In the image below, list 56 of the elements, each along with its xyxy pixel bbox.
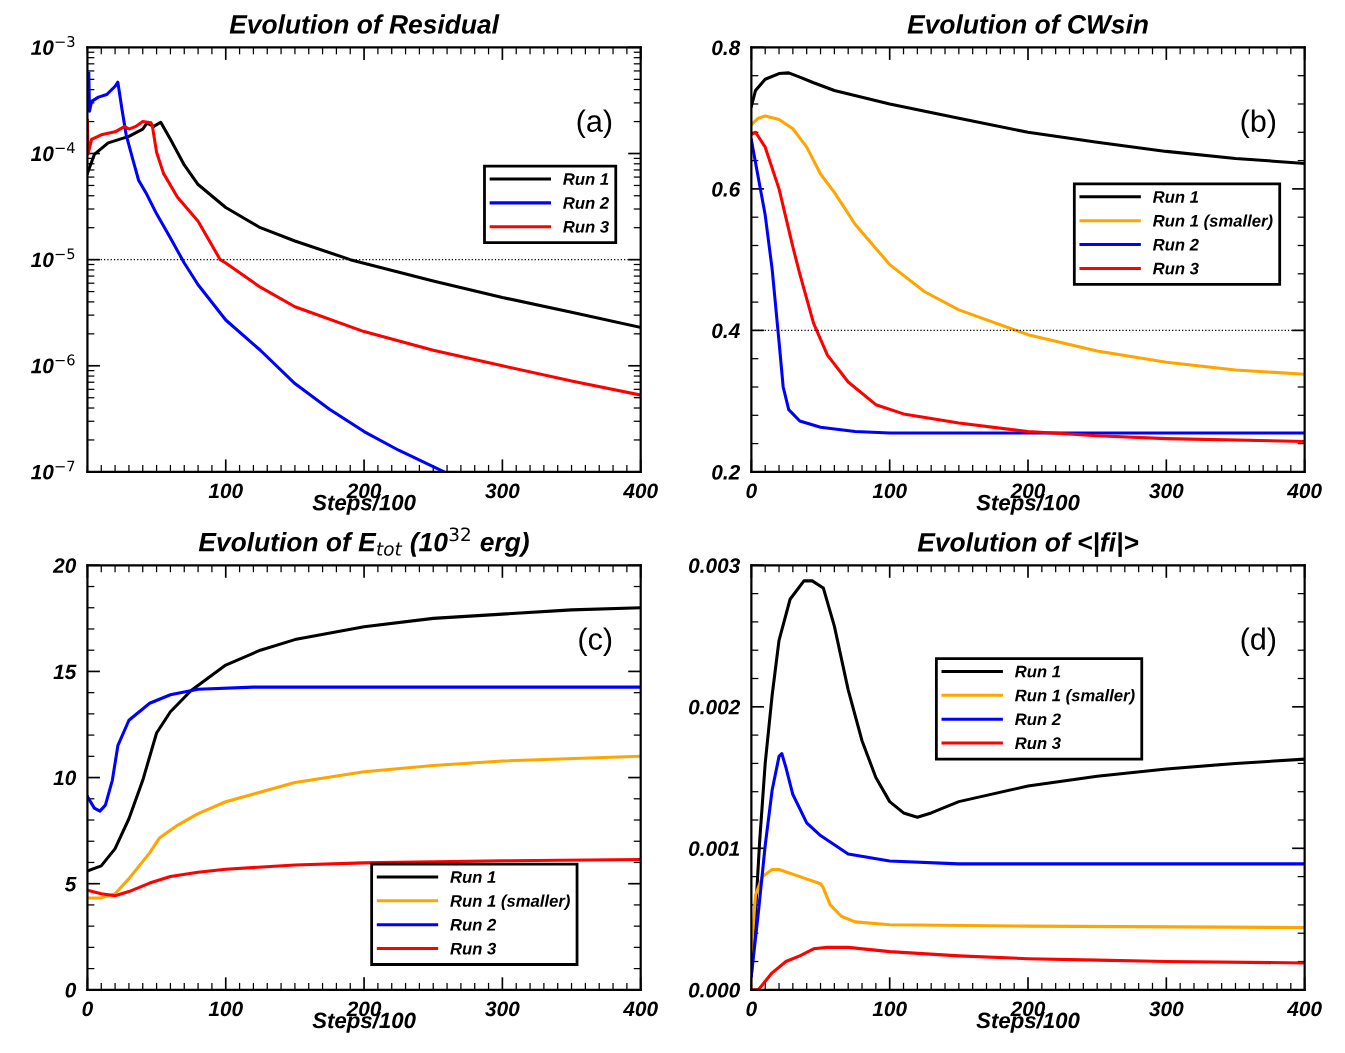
y-tick-label: 0.6	[712, 181, 741, 197]
y-tick-label: 0.2	[712, 464, 741, 480]
x-tick-label: 300	[485, 483, 520, 499]
legend-label: Run 1	[1152, 191, 1199, 203]
y-tick-label: 0.000	[688, 982, 741, 998]
legend-label: Run 1	[450, 871, 496, 883]
chart-title: Evolution of CWsin	[907, 14, 1148, 34]
legend-label: Run 2	[563, 197, 609, 209]
y-tick-label: 10$^{−5}$	[31, 248, 75, 268]
y-tick-label: 0.8	[712, 40, 741, 56]
legend-label: Run 1	[1015, 665, 1061, 678]
y-tick-label: 10$^{−3}$	[31, 35, 75, 55]
annotation: (b)	[1241, 109, 1276, 139]
x-tick-label: 0	[746, 483, 757, 499]
legend-label: Run 3	[1152, 262, 1199, 275]
annotation: (d)	[1241, 627, 1276, 656]
y-tick-label: 0.002	[688, 699, 741, 715]
x-tick-label: 0	[82, 1001, 94, 1017]
annotation: (c)	[579, 627, 612, 656]
x-tick-label: 400	[1286, 1001, 1322, 1017]
legend-label: Run 2	[450, 918, 497, 931]
x-tick-label: 300	[1149, 483, 1184, 499]
y-tick-label: 10$^{−4}$	[31, 142, 75, 162]
x-tick-label: 100	[872, 1001, 907, 1017]
x-tick-label: 100	[208, 1001, 243, 1017]
legend-label: Run 3	[563, 220, 609, 233]
x-tick-label: 400	[622, 1001, 658, 1017]
legend-label: Run 3	[1015, 737, 1061, 750]
y-tick-label: 0.003	[688, 558, 741, 574]
y-tick-label: 0	[65, 982, 77, 998]
legend-label: Run 1	[563, 173, 609, 185]
y-tick-label: 5	[64, 876, 77, 892]
x-tick-label: 0	[746, 1001, 757, 1017]
chart-title: Evolution of <|fi|>	[917, 532, 1139, 557]
x-tick-label: 400	[1286, 483, 1322, 499]
y-tick-label: 20	[52, 558, 77, 574]
legend-label: Run 1 (smaller)	[450, 894, 570, 911]
chart-title: Evolution of E$_{tot}$ (10$^{32}$ erg)	[198, 527, 529, 557]
y-tick-label: 10$^{−6}$	[31, 354, 75, 374]
annotation: (a)	[577, 109, 612, 139]
legend-label: Run 1 (smaller)	[1015, 689, 1135, 705]
y-tick-label: 0.4	[712, 323, 740, 339]
y-tick-label: 15	[53, 664, 77, 680]
x-tick-label: 100	[208, 483, 243, 499]
legend-label: Run 2	[1015, 713, 1061, 726]
x-tick-label: 300	[485, 1001, 520, 1017]
y-tick-label: 10	[53, 770, 77, 786]
chart-title: Evolution of Residual	[229, 14, 500, 34]
x-tick-label: 400	[622, 483, 658, 499]
legend-label: Run 3	[450, 942, 497, 955]
x-tick-label: 300	[1149, 1001, 1184, 1017]
y-tick-label: 10$^{−7}$	[31, 460, 75, 480]
legend-label: Run 2	[1152, 238, 1199, 251]
legend-label: Run 1 (smaller)	[1152, 214, 1273, 231]
y-tick-label: 0.001	[688, 841, 740, 857]
x-tick-label: 100	[872, 483, 907, 499]
